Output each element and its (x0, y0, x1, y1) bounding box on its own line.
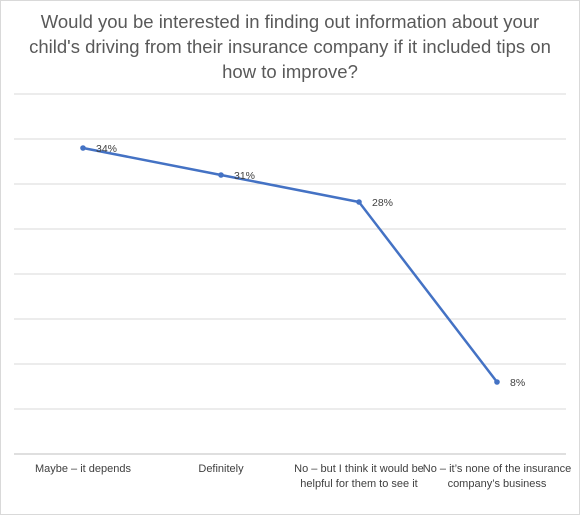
series-line (82, 146, 498, 383)
category-label: No – but I think it would be helpful for… (294, 463, 424, 490)
category-label: Definitely (198, 463, 244, 475)
gridlines (14, 93, 566, 455)
series-lines (82, 146, 498, 383)
data-point (494, 379, 500, 385)
data-point (356, 199, 362, 205)
data-label: 31% (234, 170, 255, 182)
data-point (80, 145, 86, 151)
data-point (218, 172, 224, 178)
data-labels: 34% 31% 28% 8% (96, 143, 525, 389)
data-points (80, 145, 500, 385)
data-label: 28% (372, 197, 393, 209)
category-label: Maybe – it depends (34, 463, 131, 475)
category-label: No – it’s none of the insurance company’… (422, 463, 572, 490)
chart-title: Would you be interested in finding out i… (29, 11, 551, 82)
data-label: 8% (510, 377, 525, 389)
data-label: 34% (96, 143, 117, 155)
